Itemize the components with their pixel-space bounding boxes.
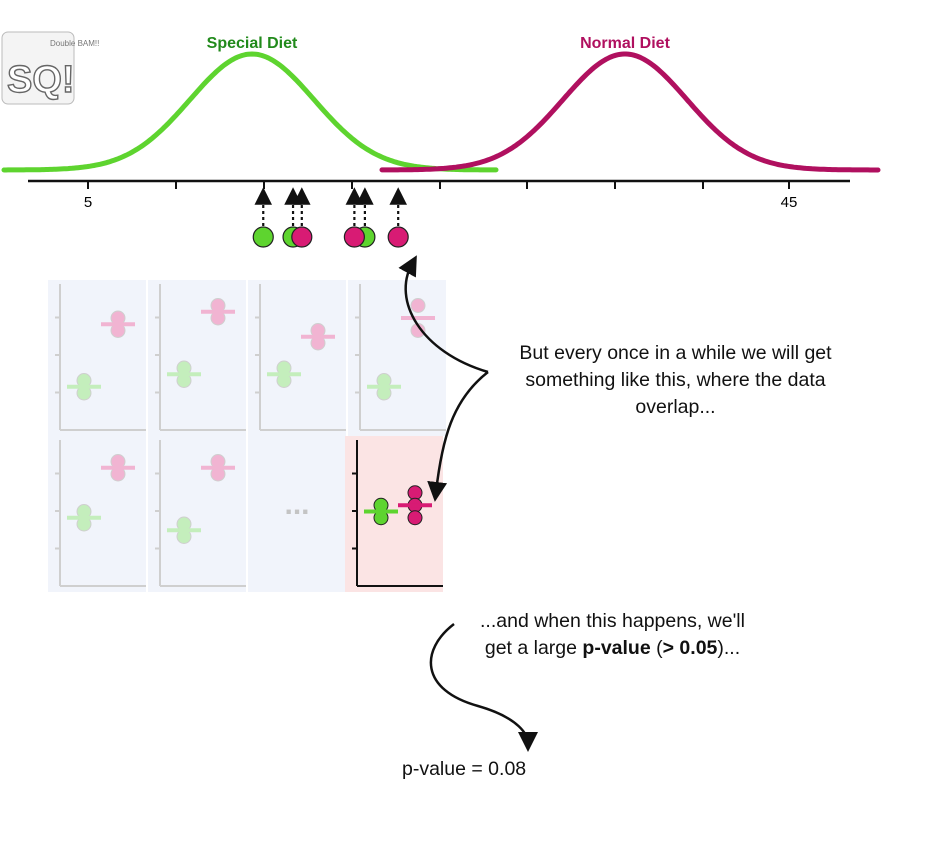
normal-diet-sample-point (387, 226, 409, 248)
caption-line: overlap... (635, 396, 716, 418)
caption-text: ( (650, 637, 663, 659)
sample-panel (348, 280, 446, 436)
normal-diet-point (407, 510, 423, 526)
number-line: 5 45 (28, 179, 850, 211)
curved-arrow-to-panel (427, 371, 489, 502)
panel-background (148, 436, 246, 592)
panel-background (248, 280, 346, 436)
ellipsis-panel (248, 436, 346, 592)
tick-label-5: 5 (84, 194, 92, 211)
normal-diet-sample-point (343, 226, 365, 248)
special-diet-label: Special Diet (207, 35, 298, 52)
sample-points (252, 187, 409, 248)
panel-background (48, 436, 146, 592)
highlighted-overlap-panel (345, 436, 443, 592)
caption-text: get a large (484, 637, 583, 659)
panel-background (148, 280, 246, 436)
sample-panel (248, 280, 346, 436)
tick-label-45: 45 (781, 194, 798, 211)
normal-diet-curve (379, 51, 881, 173)
panel-background (345, 436, 443, 592)
panel-background (348, 280, 446, 436)
panel-background (48, 280, 146, 436)
normal-diet-point (407, 485, 423, 501)
logo-big-text: SQ! (7, 59, 75, 101)
pvalue-result: p-value = 0.08 (402, 758, 527, 780)
sample-grid: ... (48, 280, 446, 592)
overlap-caption: But every once in a while we will get so… (478, 340, 873, 421)
sample-panel (48, 280, 146, 436)
large-pvalue-caption: ...and when this happens, we'll get a la… (440, 608, 785, 662)
sample-panel (148, 280, 246, 436)
curved-arrow-to-pvalue (429, 623, 538, 752)
caption-bold-threshold: > 0.05 (662, 637, 718, 659)
caption-line: ...and when this happens, we'll (480, 610, 745, 632)
sample-panel (148, 436, 246, 592)
statquest-logo: Double BAM!! SQ! (1, 31, 99, 105)
special-diet-sample-point (252, 226, 274, 248)
special-diet-curve (1, 51, 499, 173)
logo-small-text: Double BAM!! (50, 39, 99, 48)
caption-line: But every once in a while we will get (519, 342, 832, 364)
normal-diet-label: Normal Diet (580, 35, 670, 52)
curved-arrow-to-samples (398, 255, 489, 374)
ellipsis-text: ... (284, 488, 309, 521)
caption-text: )... (717, 637, 741, 659)
sample-panel (48, 436, 146, 592)
caption-bold-pvalue: p-value (582, 637, 651, 659)
normal-diet-sample-point (291, 226, 313, 248)
caption-line: something like this, where the data (525, 369, 826, 391)
caption-line: get a large p-value (> 0.05)... (440, 635, 785, 662)
normal-diet-point (410, 298, 426, 313)
